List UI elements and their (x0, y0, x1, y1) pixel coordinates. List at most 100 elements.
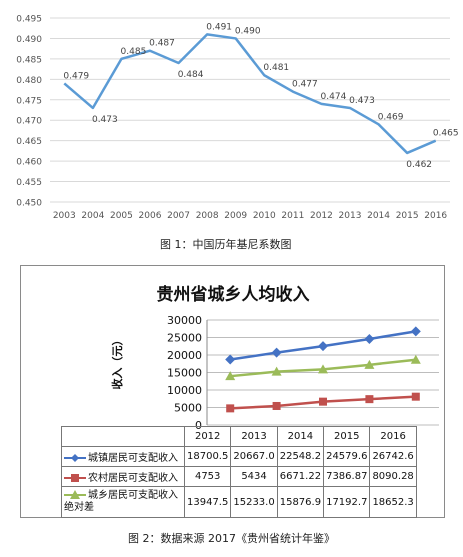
y-axis-label: 收入（元） (110, 335, 124, 390)
y-tick-label: 0.460 (16, 158, 42, 168)
table-cell: 6671.22 (276, 466, 325, 487)
table-cell: 4753 (183, 466, 232, 487)
data-point-diamond (318, 341, 328, 352)
data-point-square (319, 397, 327, 406)
data-label: 0.481 (263, 63, 289, 73)
y-tick-label: 0.475 (16, 96, 42, 106)
x-tick-label: 2015 (396, 211, 419, 221)
x-tick-label: 2013 (339, 211, 362, 221)
data-point-square (411, 392, 420, 401)
legend-key-triangle-icon (64, 490, 86, 499)
table-cell: 15233.0 (230, 486, 278, 518)
data-label: 0.485 (121, 47, 147, 57)
x-tick-label: 2011 (281, 211, 304, 221)
y-tick-label: 0.465 (16, 137, 42, 147)
data-point-square (226, 404, 235, 413)
series-line (63, 33, 437, 155)
y-tick-label: 0.480 (16, 76, 42, 86)
income-chart-panel: 贵州省城乡人均收入 收入（元） 0 5000 10000 15000 20000 2500… (20, 265, 445, 518)
data-point-triangle (271, 366, 282, 376)
income-line-chart: 贵州省城乡人均收入 收入（元） 0 5000 10000 15000 20000 2500… (110, 284, 439, 432)
y-tick-label: 10000 (167, 384, 202, 397)
table-cell: 18700.5 (183, 446, 232, 467)
legend-key-diamond-icon (64, 454, 86, 462)
data-point-triangle (318, 364, 328, 374)
table-cell: 26742.6 (369, 446, 417, 467)
table-cell: 15876.9 (276, 486, 325, 518)
x-tick-label: 2016 (424, 211, 447, 221)
table-cell: 8090.28 (369, 466, 417, 487)
x-tick-label: 2009 (224, 211, 247, 221)
chart-title: 贵州省城乡人均收入 (157, 284, 310, 305)
x-tick-label: 2007 (167, 211, 190, 221)
table-cell: 13947.5 (183, 486, 232, 518)
data-point-square (365, 395, 374, 404)
data-label: 0.465 (433, 129, 459, 139)
table-row-gap: 城乡居民可支配收入绝对差 13947.5 15233.0 15876.9 171… (61, 486, 417, 518)
x-tick-label: 2006 (139, 211, 162, 221)
data-label: 0.473 (92, 115, 118, 125)
y-tick-label: 0 (195, 419, 202, 432)
data-point-square (272, 401, 281, 410)
legend-key-square-icon (64, 474, 86, 482)
data-label: 0.487 (149, 39, 175, 49)
table-header-cell: 2014 (276, 426, 325, 447)
x-tick-label: 2005 (110, 211, 133, 221)
data-point-diamond (225, 354, 236, 365)
data-point-diamond (410, 326, 421, 337)
data-point-diamond (364, 333, 375, 344)
data-label: 0.491 (206, 22, 232, 32)
data-label: 0.484 (178, 70, 204, 80)
y-tick-label: 0.455 (16, 178, 42, 188)
table-cell: 17192.7 (323, 486, 371, 518)
table-header-cell: 2012 (183, 426, 232, 447)
data-point-triangle (225, 371, 236, 381)
table-cell: 18652.3 (369, 486, 417, 518)
data-point-diamond (271, 347, 282, 358)
table-cell: 24579.6 (323, 446, 371, 467)
gini-line-chart: 0.450 0.455 0.460 0.465 0.470 0.475 0.480 0.485… (16, 15, 459, 222)
y-tick-label: 5000 (174, 402, 202, 415)
x-tick-label: 2014 (367, 211, 390, 221)
data-label: 0.469 (378, 112, 404, 122)
data-point-triangle (410, 354, 421, 364)
data-label: 0.462 (406, 160, 432, 170)
data-point-triangle (364, 359, 375, 369)
table-header-row: 2012 2013 2014 2015 2016 (61, 426, 417, 447)
y-tick-label: 0.450 (16, 199, 42, 209)
y-tick-label: 20000 (167, 349, 202, 362)
table-cell: 20667.0 (230, 446, 278, 467)
y-tick-label: 30000 (167, 314, 202, 327)
legend-cell-urban: 城镇居民可支配收入 (61, 446, 185, 467)
table-cell: 22548.2 (276, 446, 325, 467)
y-tick-label: 0.470 (16, 117, 42, 127)
figure2-caption: 图 2：数据来源 2017《贵州省统计年鉴》 (128, 532, 335, 545)
table-header-cell: 2015 (323, 426, 371, 447)
table-corner-cell (61, 426, 185, 447)
x-tick-label: 2012 (310, 211, 333, 221)
table-header-cell: 2016 (369, 426, 417, 447)
data-label: 0.473 (349, 96, 375, 106)
data-label: 0.477 (292, 80, 318, 90)
x-tick-label: 2003 (53, 211, 76, 221)
data-table: 2012 2013 2014 2015 2016 城镇居民可支配收入 18700… (61, 426, 417, 518)
figure1-caption: 图 1：中国历年基尼系数图 (160, 238, 292, 251)
x-tick-label: 2004 (81, 211, 104, 221)
table-row-urban: 城镇居民可支配收入 18700.5 20667.0 22548.2 24579.… (61, 446, 417, 467)
x-tick-label: 2008 (196, 211, 219, 221)
legend-cell-rural: 农村居民可支配收入 (61, 466, 185, 487)
table-cell: 7386.87 (323, 466, 371, 487)
table-header-cell: 2013 (230, 426, 278, 447)
y-tick-label: 15000 (167, 367, 202, 380)
data-label: 0.490 (235, 26, 261, 36)
table-row-rural: 农村居民可支配收入 4753 5434 6671.22 7386.87 8090… (61, 466, 417, 487)
legend-label: 城镇居民可支配收入 (88, 453, 178, 464)
y-tick-label: 0.490 (16, 35, 42, 45)
legend-label: 城乡居民可支配收入绝对差 (64, 490, 178, 513)
y-tick-label: 0.485 (16, 55, 42, 65)
data-label: 0.479 (63, 71, 89, 81)
y-tick-label: 25000 (167, 332, 202, 345)
data-label: 0.474 (321, 92, 347, 102)
y-tick-label: 0.495 (16, 15, 42, 25)
x-tick-label: 2010 (253, 211, 276, 221)
